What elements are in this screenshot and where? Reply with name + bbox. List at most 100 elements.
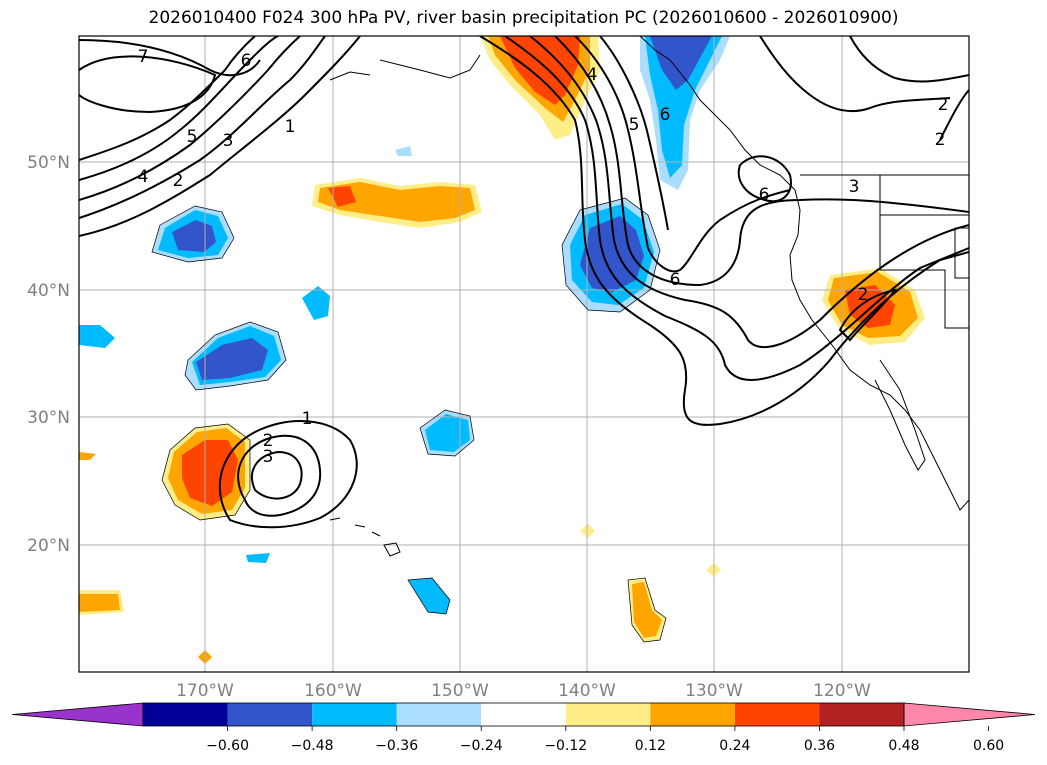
pv-contour <box>529 36 969 349</box>
pv-contour <box>737 155 792 203</box>
lon-label: 120°W <box>813 681 871 701</box>
lon-axis-labels: 170°W 160°W 150°W 140°W 130°W 120°W <box>176 681 871 701</box>
colorbar-tick-label: 0.60 <box>973 738 1004 754</box>
pv-contour <box>759 36 951 113</box>
lon-label: 150°W <box>431 681 489 701</box>
pv-label: 7 <box>138 47 149 67</box>
pv-contour <box>218 420 358 529</box>
precip-blob-neg <box>425 414 470 452</box>
us-state-lines <box>879 175 969 329</box>
precip-blob-pos <box>632 582 662 638</box>
precip-blob-pos <box>500 36 580 105</box>
lat-axis-labels: 50°N 40°N 30°N 20°N <box>27 153 70 556</box>
lon-label: 130°W <box>685 681 743 701</box>
pv-contour <box>504 36 969 381</box>
precip-outlines <box>151 197 667 643</box>
colorbar-tick-label: 0.36 <box>804 738 835 754</box>
alaska-coast <box>329 54 481 81</box>
pv-label: 2 <box>858 285 869 305</box>
precip-blob-neg <box>650 36 712 90</box>
precip-blob-neg <box>408 578 450 614</box>
colorbar-segment <box>227 703 313 726</box>
precip-blob-neg <box>302 286 330 320</box>
colorbar-tick-label: −0.36 <box>375 738 418 754</box>
pv-contour <box>479 36 969 426</box>
pv-label: 1 <box>302 409 313 429</box>
pv-label: 2 <box>935 130 946 150</box>
pv-label: 2 <box>263 431 274 451</box>
pv-label: 3 <box>223 131 234 151</box>
pv-contour <box>237 434 322 517</box>
pv-contour <box>79 39 261 77</box>
pv-label: 1 <box>285 117 296 137</box>
colorbar-extend-high <box>903 702 1036 727</box>
colorbar-tick-label: 0.48 <box>888 738 919 754</box>
colorbar-segment <box>481 703 566 726</box>
precip-blob-neg <box>196 338 268 380</box>
colorbar-tick-label: 0.24 <box>719 738 750 754</box>
pv-label: 4 <box>138 167 149 187</box>
pv-contour <box>79 36 279 181</box>
precip-blob-neg <box>246 553 270 563</box>
lon-label: 140°W <box>558 681 616 701</box>
pv-contour <box>849 36 969 83</box>
colorbar-tick-label: −0.24 <box>460 738 503 754</box>
lon-label: 170°W <box>176 681 234 701</box>
pv-contour <box>250 450 303 500</box>
pv-label: 6 <box>759 185 770 205</box>
pv-label: 5 <box>187 127 198 147</box>
lon-label: 160°W <box>304 681 362 701</box>
colorbar-segment <box>143 703 228 726</box>
pv-label: 2 <box>938 95 949 115</box>
lat-label: 30°N <box>27 408 70 428</box>
pv-contour <box>79 55 217 114</box>
pv-label: 2 <box>173 171 184 191</box>
colorbar-tick-label: −0.60 <box>206 738 249 754</box>
hawaii <box>329 517 401 557</box>
precip-blob-pos <box>79 452 96 460</box>
pv-contour <box>574 36 791 273</box>
pv-contour <box>79 36 301 201</box>
lat-label: 20°N <box>27 536 70 556</box>
baja-california <box>874 359 926 471</box>
colorbar: −0.60 −0.48 −0.36 −0.24 −0.12 0.12 0.24 0.36 0.4… <box>11 702 1036 754</box>
colorbar-segment <box>734 703 820 726</box>
pv-label: 6 <box>660 105 671 125</box>
colorbar-segment <box>312 703 397 726</box>
precip-blob-neg <box>580 216 644 292</box>
precip-blob-pos <box>79 594 120 612</box>
pv-label: 5 <box>629 115 640 135</box>
precip-blob-neg <box>395 146 412 156</box>
pv-label: 4 <box>587 65 598 85</box>
lat-label: 50°N <box>27 153 70 173</box>
precip-blob-pos <box>328 186 356 207</box>
pv-label: 3 <box>263 447 274 467</box>
colorbar-frame <box>142 702 905 727</box>
colorbar-segment <box>650 703 735 726</box>
pv-contour <box>939 89 969 141</box>
coastlines <box>329 36 969 557</box>
precip-blob-pos <box>845 285 895 328</box>
pv-label-group: 7 6 5 4 3 2 1 6 5 4 2 2 3 6 6 2 1 2 3 <box>138 47 949 467</box>
colorbar-tick-label: 0.12 <box>635 738 666 754</box>
pv-label: 3 <box>849 177 860 197</box>
colorbar-tick-label: −0.12 <box>544 738 587 754</box>
colorbar-segment <box>396 703 482 726</box>
precip-blob-pos <box>182 440 238 506</box>
map-title: 2026010400 F024 300 hPa PV, river basin … <box>148 8 899 28</box>
pv-label: 6 <box>670 270 681 290</box>
pv-contour <box>79 36 326 219</box>
north-american-coast <box>639 36 969 511</box>
precip-blob-pos <box>318 182 475 222</box>
colorbar-tick-label: −0.48 <box>291 738 334 754</box>
pv-contours <box>79 36 969 529</box>
colorbar-extend-low <box>11 702 144 727</box>
pv-contour <box>554 36 969 287</box>
precip-blob-neg <box>79 325 115 348</box>
lat-label: 40°N <box>27 281 70 301</box>
colorbar-segment <box>565 703 651 726</box>
pv-contour <box>599 36 669 231</box>
pv-label: 6 <box>241 51 252 71</box>
colorbar-segment <box>819 703 904 726</box>
